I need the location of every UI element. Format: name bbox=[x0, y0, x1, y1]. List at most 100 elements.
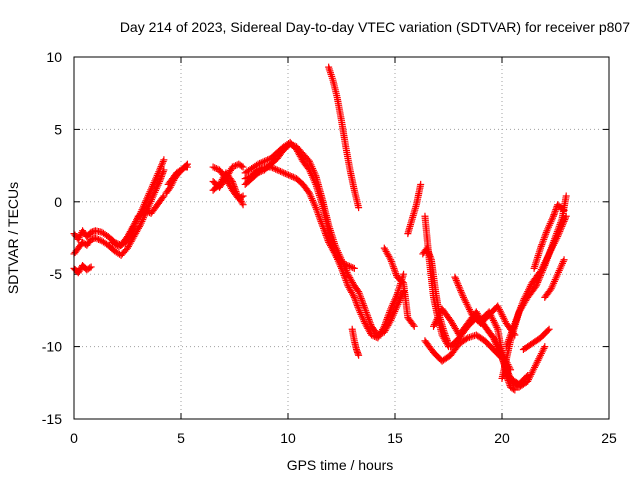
data-point bbox=[268, 164, 276, 172]
data-point bbox=[452, 276, 460, 284]
data-point bbox=[158, 159, 166, 167]
data-point bbox=[281, 170, 289, 178]
data-series bbox=[404, 180, 425, 238]
data-point bbox=[259, 164, 267, 172]
chart-title: Day 214 of 2023, Sidereal Day-to-day VTE… bbox=[120, 19, 630, 35]
data-point bbox=[256, 165, 264, 173]
y-tick-label: -10 bbox=[42, 339, 62, 355]
data-series bbox=[519, 325, 553, 353]
data-series bbox=[241, 138, 408, 342]
data-point bbox=[457, 288, 465, 296]
data-point bbox=[286, 172, 294, 180]
data-point bbox=[545, 325, 553, 333]
data-series bbox=[241, 163, 358, 272]
data-point bbox=[157, 174, 165, 182]
data-point bbox=[352, 298, 360, 306]
data-point bbox=[158, 171, 166, 179]
data-point bbox=[559, 205, 567, 213]
data-point bbox=[353, 300, 361, 308]
data-point bbox=[347, 263, 355, 271]
data-point bbox=[386, 254, 394, 262]
data-point bbox=[209, 163, 217, 171]
data-point bbox=[560, 256, 568, 264]
data-point bbox=[349, 292, 357, 300]
y-tick-label: 5 bbox=[54, 121, 62, 137]
data-point bbox=[93, 235, 101, 243]
data-point bbox=[454, 282, 462, 290]
data-point bbox=[539, 267, 547, 275]
data-point bbox=[254, 166, 262, 174]
data-point bbox=[509, 385, 517, 393]
x-tick-label: 5 bbox=[177, 430, 185, 446]
data-point bbox=[349, 264, 357, 272]
data-point bbox=[490, 336, 498, 344]
data-point bbox=[417, 180, 425, 188]
data-point bbox=[551, 207, 559, 215]
data-series bbox=[348, 325, 363, 359]
data-point bbox=[159, 193, 167, 201]
data-point bbox=[157, 173, 165, 181]
data-point bbox=[230, 182, 238, 190]
data-point bbox=[229, 179, 237, 187]
data-point bbox=[354, 303, 362, 311]
data-point bbox=[158, 161, 166, 169]
data-point bbox=[533, 280, 541, 288]
data-point bbox=[91, 234, 99, 242]
data-point bbox=[232, 187, 240, 195]
data-point bbox=[504, 377, 512, 385]
x-tick-label: 25 bbox=[601, 430, 617, 446]
data-point bbox=[86, 264, 94, 272]
data-point bbox=[135, 223, 143, 231]
data-point bbox=[230, 162, 238, 170]
data-point bbox=[458, 290, 466, 298]
data-point bbox=[87, 263, 95, 271]
data-point bbox=[538, 268, 546, 276]
data-point bbox=[257, 164, 265, 172]
data-point bbox=[273, 166, 281, 174]
data-point bbox=[141, 206, 149, 214]
data-point bbox=[270, 164, 278, 172]
x-axis-label: GPS time / hours bbox=[287, 457, 394, 473]
data-point bbox=[344, 262, 352, 270]
data-point bbox=[228, 163, 236, 171]
data-point bbox=[511, 386, 519, 394]
data-point bbox=[238, 199, 246, 207]
data-point bbox=[230, 181, 238, 189]
data-point bbox=[489, 334, 497, 342]
data-series bbox=[498, 192, 570, 382]
data-series bbox=[421, 331, 532, 388]
data-point bbox=[532, 282, 540, 290]
data-point bbox=[398, 278, 406, 286]
data-point bbox=[355, 351, 363, 359]
data-point bbox=[342, 261, 350, 269]
data-series bbox=[325, 63, 363, 212]
data-points bbox=[70, 63, 570, 394]
data-series bbox=[380, 244, 418, 330]
data-point bbox=[379, 324, 387, 332]
data-point bbox=[159, 169, 167, 177]
data-point bbox=[241, 175, 249, 183]
data-point bbox=[457, 287, 465, 295]
data-point bbox=[505, 378, 513, 386]
data-series bbox=[209, 169, 247, 209]
data-point bbox=[339, 259, 347, 267]
y-tick-label: 0 bbox=[54, 194, 62, 210]
y-tick-label: 10 bbox=[46, 49, 62, 65]
data-point bbox=[156, 176, 164, 184]
data-point bbox=[156, 164, 164, 172]
data-point bbox=[354, 286, 362, 294]
data-point bbox=[160, 156, 168, 164]
data-point bbox=[95, 235, 103, 243]
data-point bbox=[243, 174, 251, 182]
y-tick-label: -5 bbox=[50, 266, 63, 282]
data-point bbox=[346, 262, 354, 270]
data-series bbox=[109, 192, 168, 251]
data-point bbox=[338, 259, 345, 267]
data-point bbox=[142, 207, 150, 215]
data-point bbox=[211, 164, 219, 172]
data-point bbox=[127, 228, 135, 236]
data-point bbox=[283, 170, 291, 178]
data-point bbox=[537, 270, 545, 278]
data-point bbox=[552, 206, 560, 214]
